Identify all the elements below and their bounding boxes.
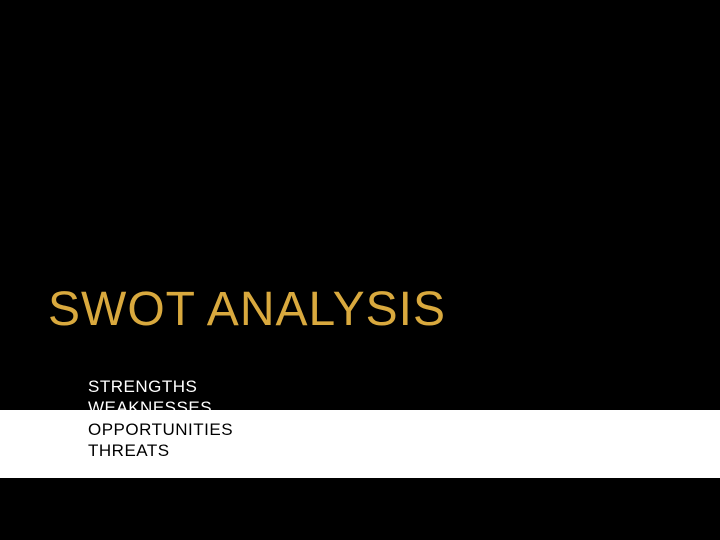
subtitle-line-4: THREATS [88, 440, 233, 461]
subtitle-line-1: STRENGTHS [88, 376, 233, 397]
subtitle-line-3: OPPORTUNITIES [88, 419, 233, 440]
subtitle-line-2: WEAKNESSES [88, 397, 233, 418]
slide-title: SWOT ANALYSIS [48, 282, 446, 337]
slide-subtitle: STRENGTHS WEAKNESSES OPPORTUNITIES THREA… [88, 376, 233, 461]
top-black-band [0, 0, 720, 410]
bottom-black-band [0, 478, 720, 540]
slide: SWOT ANALYSIS STRENGTHS WEAKNESSES OPPOR… [0, 0, 720, 540]
